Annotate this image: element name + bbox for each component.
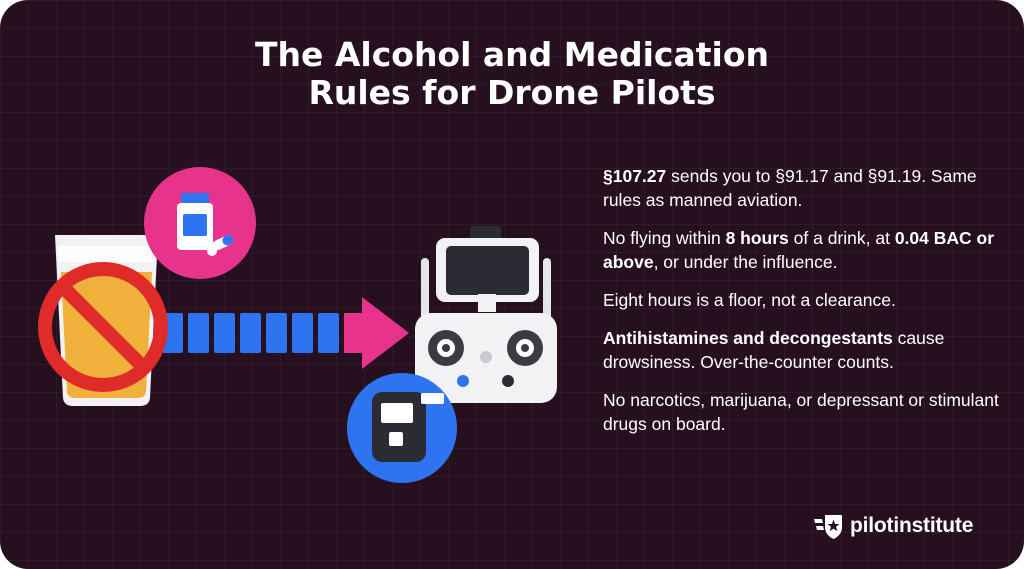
rule-1-part-1: §107.27 — [603, 166, 666, 186]
pilot-institute-logo-icon — [814, 512, 844, 540]
rule-2-part-3: of a drink, at — [789, 228, 895, 248]
arrow-right-icon — [162, 297, 409, 369]
brand-name: pilotinstitute — [850, 514, 973, 538]
rule-1: §107.27 sends you to §91.17 and §91.19. … — [603, 164, 1003, 212]
rule-3-part-1: Eight hours is a floor, not a clearance. — [603, 290, 896, 310]
brand-logo[interactable]: pilotinstitute — [814, 511, 973, 541]
rule-2-part-5: , or under the influence. — [654, 252, 838, 272]
rule-2-part-2: 8 hours — [726, 228, 789, 248]
breathalyzer-icon — [347, 373, 457, 483]
rule-3: Eight hours is a floor, not a clearance. — [603, 288, 1003, 312]
rule-2-part-1: No flying within — [603, 228, 726, 248]
pill-bottle-icon — [144, 167, 256, 279]
rule-5-part-1: No narcotics, marijuana, or depressant o… — [603, 390, 999, 434]
rule-5: No narcotics, marijuana, or depressant o… — [603, 388, 1003, 436]
rules-list: §107.27 sends you to §91.17 and §91.19. … — [603, 164, 1003, 450]
illustration — [0, 0, 600, 569]
rule-2: No flying within 8 hours of a drink, at … — [603, 226, 1003, 274]
drone-controller-icon — [415, 226, 557, 403]
rule-4: Antihistamines and decongestants cause d… — [603, 326, 1003, 374]
rule-4-part-1: Antihistamines and decongestants — [603, 328, 893, 348]
